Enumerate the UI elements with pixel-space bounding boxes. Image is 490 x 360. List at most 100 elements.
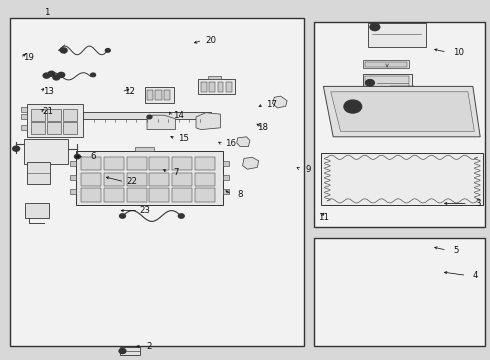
Bar	[81, 157, 101, 170]
Text: 21: 21	[43, 107, 53, 116]
Circle shape	[43, 73, 50, 78]
Bar	[126, 188, 147, 202]
Bar	[390, 86, 414, 89]
Circle shape	[48, 71, 55, 76]
Bar	[31, 122, 45, 134]
Text: 13: 13	[43, 87, 53, 96]
Bar	[27, 162, 50, 184]
Polygon shape	[243, 157, 259, 169]
Bar	[27, 104, 83, 137]
Bar	[195, 172, 215, 186]
Circle shape	[13, 146, 20, 151]
Text: 20: 20	[205, 36, 216, 45]
Text: 5: 5	[453, 246, 459, 255]
Polygon shape	[331, 92, 474, 131]
Bar	[314, 238, 485, 346]
Circle shape	[58, 72, 65, 77]
Bar	[149, 157, 170, 170]
Polygon shape	[272, 96, 287, 108]
Bar	[314, 22, 485, 227]
Bar	[208, 76, 220, 79]
Bar	[147, 90, 153, 100]
Bar	[81, 188, 101, 202]
Bar	[76, 151, 223, 205]
Bar	[223, 175, 229, 180]
Bar	[83, 112, 211, 119]
Bar	[47, 122, 61, 134]
Text: 11: 11	[318, 213, 329, 222]
Bar	[24, 203, 49, 218]
Bar	[155, 90, 162, 100]
Text: 9: 9	[305, 165, 310, 174]
Polygon shape	[237, 137, 250, 147]
Bar	[24, 139, 68, 164]
Bar	[81, 172, 101, 186]
Text: 4: 4	[472, 271, 478, 280]
Bar	[21, 114, 27, 119]
Bar	[209, 82, 215, 92]
Bar	[145, 87, 174, 103]
Circle shape	[147, 115, 152, 119]
Circle shape	[120, 214, 125, 218]
Bar	[47, 109, 61, 121]
Bar	[172, 172, 192, 186]
Bar	[104, 157, 123, 170]
Bar	[149, 188, 170, 202]
Bar	[365, 76, 409, 90]
Bar	[172, 157, 192, 170]
Text: 10: 10	[453, 48, 464, 57]
Bar	[21, 107, 27, 112]
Text: 3: 3	[475, 199, 481, 208]
Bar	[70, 161, 76, 166]
Polygon shape	[323, 86, 480, 137]
Bar	[195, 157, 215, 170]
Text: 8: 8	[237, 190, 243, 199]
Text: 14: 14	[173, 111, 184, 120]
Bar	[365, 62, 407, 67]
Bar	[63, 122, 77, 134]
Bar	[135, 147, 154, 151]
Bar	[104, 172, 123, 186]
Text: 1: 1	[44, 8, 49, 17]
Bar	[363, 60, 409, 68]
Bar	[195, 188, 215, 202]
Circle shape	[370, 23, 380, 31]
Text: 17: 17	[267, 100, 277, 109]
Text: 16: 16	[225, 139, 236, 148]
Text: 18: 18	[257, 123, 268, 132]
Circle shape	[53, 75, 60, 80]
Bar	[70, 175, 76, 180]
Bar	[10, 18, 304, 346]
Bar	[198, 79, 235, 94]
Bar	[218, 82, 223, 92]
Bar	[226, 82, 232, 92]
Bar	[126, 172, 147, 186]
Bar	[21, 125, 27, 130]
Circle shape	[74, 154, 80, 159]
Text: 7: 7	[173, 168, 179, 177]
Polygon shape	[147, 115, 175, 130]
Circle shape	[105, 49, 110, 52]
Text: 12: 12	[124, 87, 135, 96]
Text: 6: 6	[90, 152, 96, 161]
Bar	[149, 172, 170, 186]
Bar	[104, 188, 123, 202]
Polygon shape	[196, 113, 220, 130]
Bar	[363, 74, 412, 92]
Bar	[120, 347, 140, 355]
Circle shape	[344, 100, 362, 113]
Circle shape	[178, 214, 184, 218]
Circle shape	[91, 73, 96, 77]
Bar	[70, 189, 76, 194]
Text: 22: 22	[127, 177, 138, 186]
Bar	[201, 82, 207, 92]
Bar	[223, 161, 229, 166]
Bar	[31, 109, 45, 121]
Bar	[368, 23, 426, 47]
Text: 15: 15	[178, 134, 189, 143]
Bar	[172, 188, 192, 202]
Circle shape	[60, 48, 67, 53]
Bar	[223, 189, 229, 194]
Circle shape	[119, 348, 126, 354]
Text: 19: 19	[23, 53, 34, 62]
